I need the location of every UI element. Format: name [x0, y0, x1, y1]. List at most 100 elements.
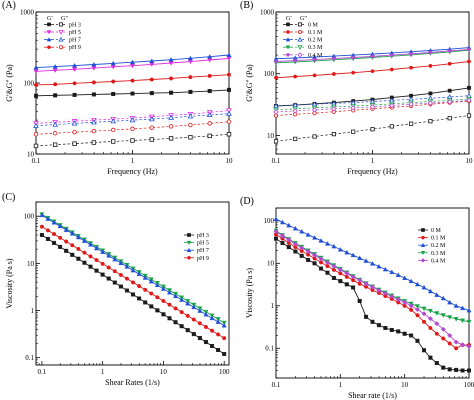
- legend-label-hidden: pH 5: [91, 33, 92, 34]
- x-tick-label: 0.1: [32, 157, 41, 165]
- data-point: [169, 90, 174, 95]
- data-point: [434, 321, 440, 327]
- data-point: [207, 133, 212, 139]
- data-point: [389, 67, 394, 72]
- data-point: [421, 284, 427, 290]
- data-point: [149, 304, 154, 309]
- legend-label: pH 5: [69, 30, 81, 36]
- data-point: [319, 266, 324, 271]
- legend-label: pH 9: [69, 45, 81, 51]
- data-point: [369, 104, 376, 110]
- data-point: [88, 242, 94, 247]
- data-point: [206, 111, 213, 118]
- data-point: [154, 282, 160, 288]
- legend-marker: [186, 247, 192, 252]
- legend-marker: [285, 37, 291, 42]
- legend-marker: [58, 30, 64, 35]
- data-point: [389, 52, 395, 58]
- data-point: [124, 276, 129, 281]
- x-tick-label: 10: [401, 381, 409, 389]
- data-point: [428, 91, 433, 96]
- data-point: [408, 51, 414, 57]
- legend-marker: [285, 45, 291, 50]
- data-point: [460, 342, 466, 348]
- legend-label: pH 7: [69, 38, 81, 44]
- data-point: [427, 316, 433, 322]
- data-point: [112, 280, 117, 285]
- data-point: [112, 269, 117, 274]
- data-point: [466, 113, 472, 118]
- data-point: [112, 256, 118, 262]
- data-point: [324, 260, 331, 266]
- legend-label-hidden: pH 9: [91, 48, 92, 49]
- data-point: [94, 245, 100, 251]
- data-point: [130, 78, 135, 83]
- y-tick-label: 0.1: [25, 354, 34, 362]
- x-tick-label: 10: [226, 157, 234, 165]
- data-point: [434, 331, 439, 336]
- legend: G'G''pH 3pH 3pH 5pH 5pH 7pH 7pH 9pH 9: [44, 15, 92, 51]
- data-point: [34, 82, 39, 87]
- legend-label: pH 5: [197, 241, 209, 247]
- data-point: [226, 72, 231, 77]
- data-point: [447, 367, 452, 372]
- data-point: [106, 265, 111, 270]
- legend-marker: [297, 45, 303, 50]
- legend: G'G''0 M0 M0.1 M0.1 M0.2 M0.2 M0.3 M0.3 …: [283, 15, 323, 59]
- data-point: [71, 120, 78, 126]
- data-point: [197, 308, 203, 313]
- data-point: [185, 313, 190, 318]
- panel-c: (C) 0.1 1 10 100 0.1 1 10 100 Shear Rates (1/s) Vi…: [2, 192, 230, 387]
- x-tick-label: 100: [464, 381, 474, 389]
- legend-marker: [47, 22, 51, 27]
- data-point: [273, 139, 279, 144]
- data-point: [428, 63, 433, 68]
- data-point: [428, 326, 433, 331]
- data-point: [434, 292, 440, 297]
- data-point: [331, 106, 337, 112]
- y-axis-label: G'&G'' (Pa): [245, 64, 254, 102]
- data-point: [91, 128, 97, 134]
- y-tick-label: 10: [27, 260, 35, 268]
- legend-marker: [187, 255, 191, 260]
- data-point: [100, 261, 105, 266]
- data-point: [216, 347, 221, 352]
- data-point: [454, 367, 459, 372]
- data-point: [466, 307, 472, 313]
- y-tick-label: 100: [24, 79, 35, 87]
- series-group: [39, 212, 227, 356]
- legend-marker: [420, 242, 426, 247]
- data-point: [389, 294, 395, 300]
- data-point: [136, 271, 142, 276]
- legend-marker: [46, 30, 52, 35]
- legend-header: G': [47, 15, 53, 22]
- data-point: [72, 81, 77, 86]
- data-point: [338, 279, 343, 284]
- data-point: [273, 228, 279, 235]
- data-point: [161, 298, 166, 303]
- legend-marker: [59, 22, 64, 27]
- data-point: [311, 107, 318, 113]
- legend-marker: [286, 22, 290, 27]
- data-point: [118, 272, 123, 277]
- data-point: [149, 58, 155, 63]
- data-point: [467, 368, 472, 373]
- data-point: [33, 64, 39, 70]
- data-point: [207, 89, 212, 94]
- data-point: [168, 124, 174, 129]
- y-tick-label: 1: [31, 307, 35, 315]
- data-point: [137, 296, 142, 301]
- data-point: [191, 317, 196, 322]
- data-point: [434, 311, 440, 316]
- data-point: [52, 121, 59, 127]
- data-point: [344, 270, 350, 276]
- y-tick-label: 1000: [260, 8, 275, 16]
- data-point: [305, 232, 311, 237]
- data-point: [454, 346, 459, 351]
- data-point: [364, 314, 369, 319]
- data-point: [70, 243, 75, 248]
- data-point: [286, 222, 292, 228]
- legend-label: 0.3 M: [431, 251, 446, 257]
- data-point: [188, 89, 193, 94]
- legend-label: 0.2 M: [431, 243, 446, 249]
